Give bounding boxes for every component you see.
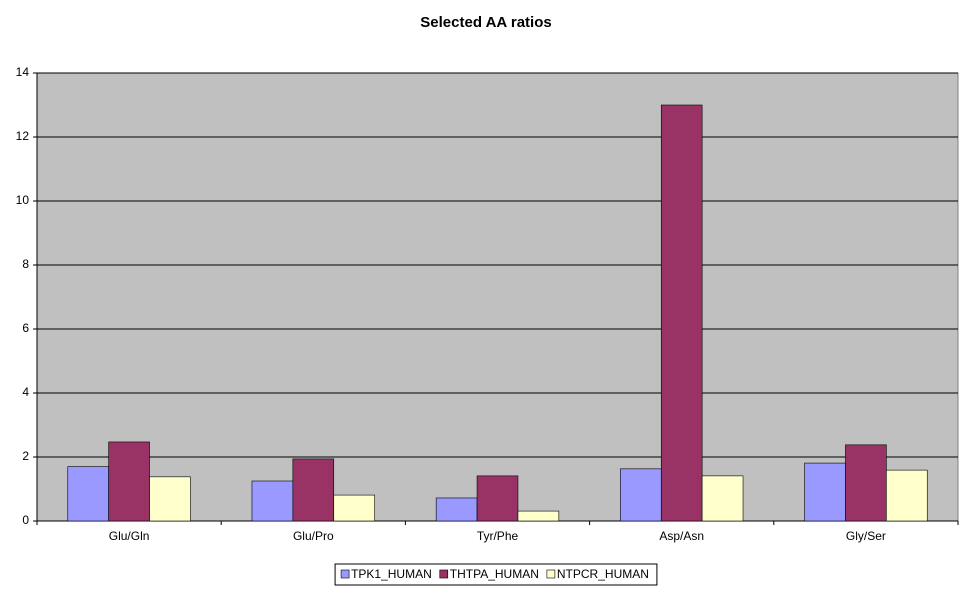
y-tick-label: 14: [16, 65, 30, 79]
legend: [334, 563, 658, 586]
bar: [435, 497, 478, 522]
legend-swatch: [546, 569, 556, 579]
y-tick-label: 2: [22, 449, 29, 463]
x-tick-label: Glu/Gln: [109, 529, 150, 543]
legend-swatch: [439, 569, 449, 579]
bar: [845, 444, 887, 522]
y-tick-label: 6: [22, 321, 29, 335]
bar: [701, 475, 744, 522]
bar: [108, 441, 150, 522]
x-tick-label: Glu/Pro: [293, 529, 334, 543]
legend-label: THTPA_HUMAN: [450, 567, 539, 581]
chart-title: Selected AA ratios: [420, 14, 551, 31]
bar: [476, 475, 519, 522]
x-tick-label: Asp/Asn: [659, 529, 704, 543]
y-tick-label: 0: [22, 513, 29, 527]
y-tick-label: 12: [16, 129, 30, 143]
bar: [517, 510, 560, 522]
bar: [620, 468, 662, 522]
bar: [149, 476, 191, 522]
x-tick-label: Gly/Ser: [846, 529, 886, 543]
bar: [804, 462, 846, 522]
legend-label: TPK1_HUMAN: [351, 567, 432, 581]
bar: [67, 466, 109, 522]
bar: [660, 104, 703, 522]
plot-area: [36, 72, 959, 522]
y-tick-label: 10: [16, 193, 30, 207]
legend-label: NTPCR_HUMAN: [557, 567, 649, 581]
bar: [333, 494, 375, 522]
bar: [251, 480, 294, 522]
x-tick-label: Tyr/Phe: [477, 529, 519, 543]
legend-swatch: [340, 569, 350, 579]
bar: [292, 458, 335, 522]
y-tick-label: 4: [22, 385, 29, 399]
y-tick-label: 8: [22, 257, 29, 271]
bar: [886, 469, 928, 522]
